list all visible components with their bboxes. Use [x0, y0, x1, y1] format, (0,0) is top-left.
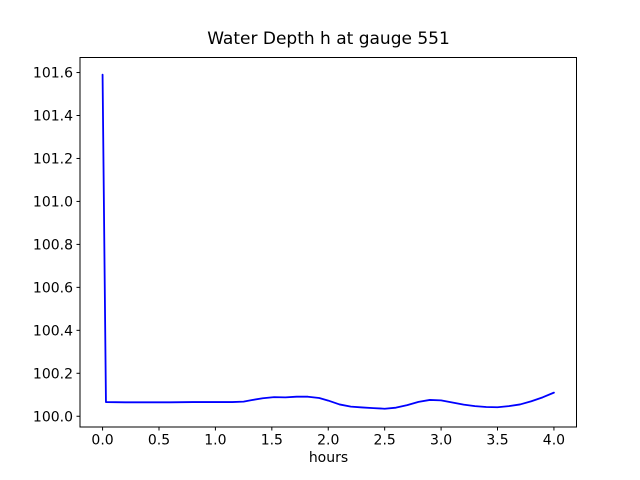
y-tick-label: 100.2: [33, 366, 73, 382]
y-tick-label: 101.2: [33, 151, 73, 167]
y-tick-label: 101.4: [33, 109, 73, 125]
y-tick-label: 101.6: [33, 66, 73, 82]
x-tick-label: 4.0: [543, 433, 565, 449]
plot-border: [79, 57, 577, 428]
x-tick-label: 0.0: [91, 433, 113, 449]
y-tick-label: 100.8: [33, 237, 73, 253]
x-tick-label: 0.5: [148, 433, 170, 449]
data-line-water-depth-h: [101, 73, 555, 410]
x-tick-label: 3.0: [430, 433, 452, 449]
chart-title: Water Depth h at gauge 551: [207, 29, 450, 49]
x-tick-label: 3.5: [486, 433, 508, 449]
x-tick-label: 2.5: [374, 433, 396, 449]
x-tick-label: 1.0: [204, 433, 226, 449]
x-tick-label: 2.0: [317, 433, 339, 449]
x-tick-label: 1.5: [261, 433, 283, 449]
x-axis-label: hours: [308, 450, 349, 466]
y-tick-label: 101.0: [33, 194, 73, 210]
y-tick-label: 100.4: [33, 323, 73, 339]
y-tick-label: 100.6: [33, 280, 73, 296]
y-tick-label: 100.0: [33, 409, 73, 425]
